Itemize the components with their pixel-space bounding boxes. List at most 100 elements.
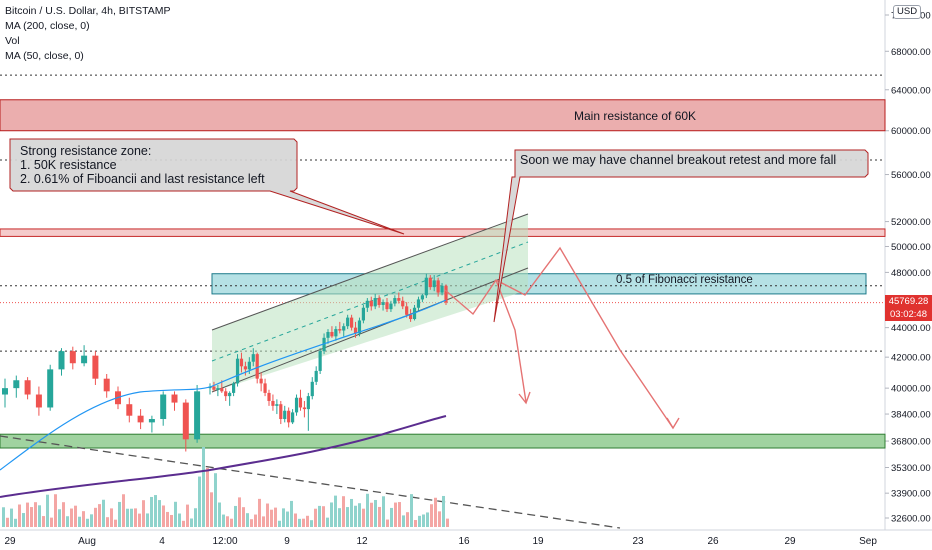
currency-badge[interactable]: USD — [893, 5, 922, 19]
volume-bar — [170, 514, 173, 527]
candle-body — [298, 397, 303, 408]
candle-body — [160, 394, 167, 420]
y-tick-label: 32600.00 — [891, 514, 931, 525]
candle-body — [294, 397, 299, 413]
candle-body — [409, 314, 413, 320]
volume-bar — [250, 519, 253, 527]
volume-bar — [102, 499, 105, 527]
candle-body — [314, 370, 318, 382]
volume-bar — [426, 512, 429, 527]
volume-bar — [270, 509, 273, 527]
x-tick-label: Aug — [78, 536, 96, 547]
fibonacci-label: 0.5 of Fibonacci resistance — [616, 274, 753, 286]
volume-bar — [234, 505, 237, 527]
volume-bar — [382, 496, 385, 527]
volume-bar — [366, 493, 369, 527]
volume-bar — [226, 516, 229, 527]
candle-body — [2, 388, 8, 395]
candle-body — [361, 307, 365, 321]
volume-bar — [138, 513, 141, 527]
volume-bar — [194, 508, 197, 527]
y-tick-label: 56000.00 — [891, 170, 931, 181]
volume-bar — [98, 504, 101, 527]
candle-body — [393, 298, 397, 304]
candle-body — [137, 415, 144, 423]
volume-bar — [22, 513, 25, 527]
ma200-line — [0, 415, 447, 498]
volume-bar — [290, 500, 293, 527]
volume-bar — [266, 503, 269, 527]
candle-body — [220, 388, 224, 392]
projection-arrowhead-long — [666, 417, 680, 430]
volume-bar — [286, 511, 289, 527]
candle-body — [369, 300, 373, 307]
volume-bar — [238, 497, 241, 527]
x-tick-label: 19 — [532, 536, 544, 547]
volume-bar — [394, 502, 397, 527]
candle-body — [322, 337, 326, 352]
volume-bar — [182, 520, 185, 527]
legend-ma200[interactable]: MA (200, close, 0) — [5, 20, 90, 32]
price-axis-panel — [885, 0, 932, 530]
volume-bar — [78, 516, 81, 527]
candle-body — [255, 354, 259, 379]
legend-volume[interactable]: Vol — [5, 35, 20, 47]
candle-body — [420, 295, 424, 300]
volume-bar — [94, 507, 97, 527]
candle-body — [126, 404, 133, 416]
candle-body — [194, 391, 201, 440]
volume-bar — [354, 505, 357, 527]
projection-path-long — [444, 246, 674, 429]
volume-bar — [310, 520, 313, 527]
volume-bar — [202, 447, 205, 527]
candle-body — [310, 381, 314, 397]
x-tick-label: 12:00 — [212, 536, 237, 547]
volume-bar — [386, 519, 389, 527]
candle-body — [103, 378, 110, 392]
candle-body — [346, 317, 350, 327]
candle-body — [436, 280, 440, 293]
volume-bar — [410, 494, 413, 527]
volume-bar — [262, 516, 265, 527]
candle-body — [405, 306, 409, 315]
projection-path-short — [495, 279, 527, 403]
candle-body — [283, 410, 287, 420]
x-tick-label: 29 — [4, 536, 16, 547]
y-tick-label: 33900.00 — [891, 489, 931, 500]
main-resistance-label: Main resistance of 60K — [574, 109, 697, 123]
candle-body — [424, 277, 428, 296]
legend-symbol[interactable]: Bitcoin / U.S. Dollar, 4h, BITSTAMP — [5, 5, 171, 17]
volume-bar — [162, 505, 165, 527]
candle-body — [377, 298, 381, 305]
candle-body — [416, 299, 421, 308]
volume-bar — [146, 513, 149, 527]
legend-ma50[interactable]: MA (50, close, 0) — [5, 50, 84, 62]
candle-body — [267, 392, 271, 401]
candle-body — [291, 412, 295, 423]
candle-body — [444, 285, 448, 303]
volume-bar — [274, 507, 277, 527]
candle-body — [373, 298, 377, 307]
volume-bar — [58, 509, 61, 527]
volume-bar — [314, 508, 317, 527]
candle-body — [24, 380, 31, 395]
y-tick-label: 52000.00 — [891, 217, 931, 228]
projection-arrowhead-short — [518, 391, 531, 405]
candle-body — [182, 402, 189, 440]
volume-bar — [178, 513, 181, 527]
candle-body — [306, 396, 310, 410]
volume-bar — [106, 517, 109, 527]
x-tick-label: 26 — [707, 536, 719, 547]
candle-body — [302, 407, 306, 410]
x-tick-label: Sep — [859, 536, 877, 547]
volume-bar — [230, 518, 233, 527]
volume-bar — [254, 514, 257, 527]
support-zone — [0, 433, 886, 449]
y-tick-label: 44000.00 — [891, 323, 931, 334]
volume-bar — [346, 507, 349, 527]
y-tick-label: 48000.00 — [891, 268, 931, 279]
x-tick-label: 4 — [159, 536, 165, 547]
volume-bar — [422, 514, 425, 527]
last-price-value: 45769.28 — [888, 296, 929, 307]
